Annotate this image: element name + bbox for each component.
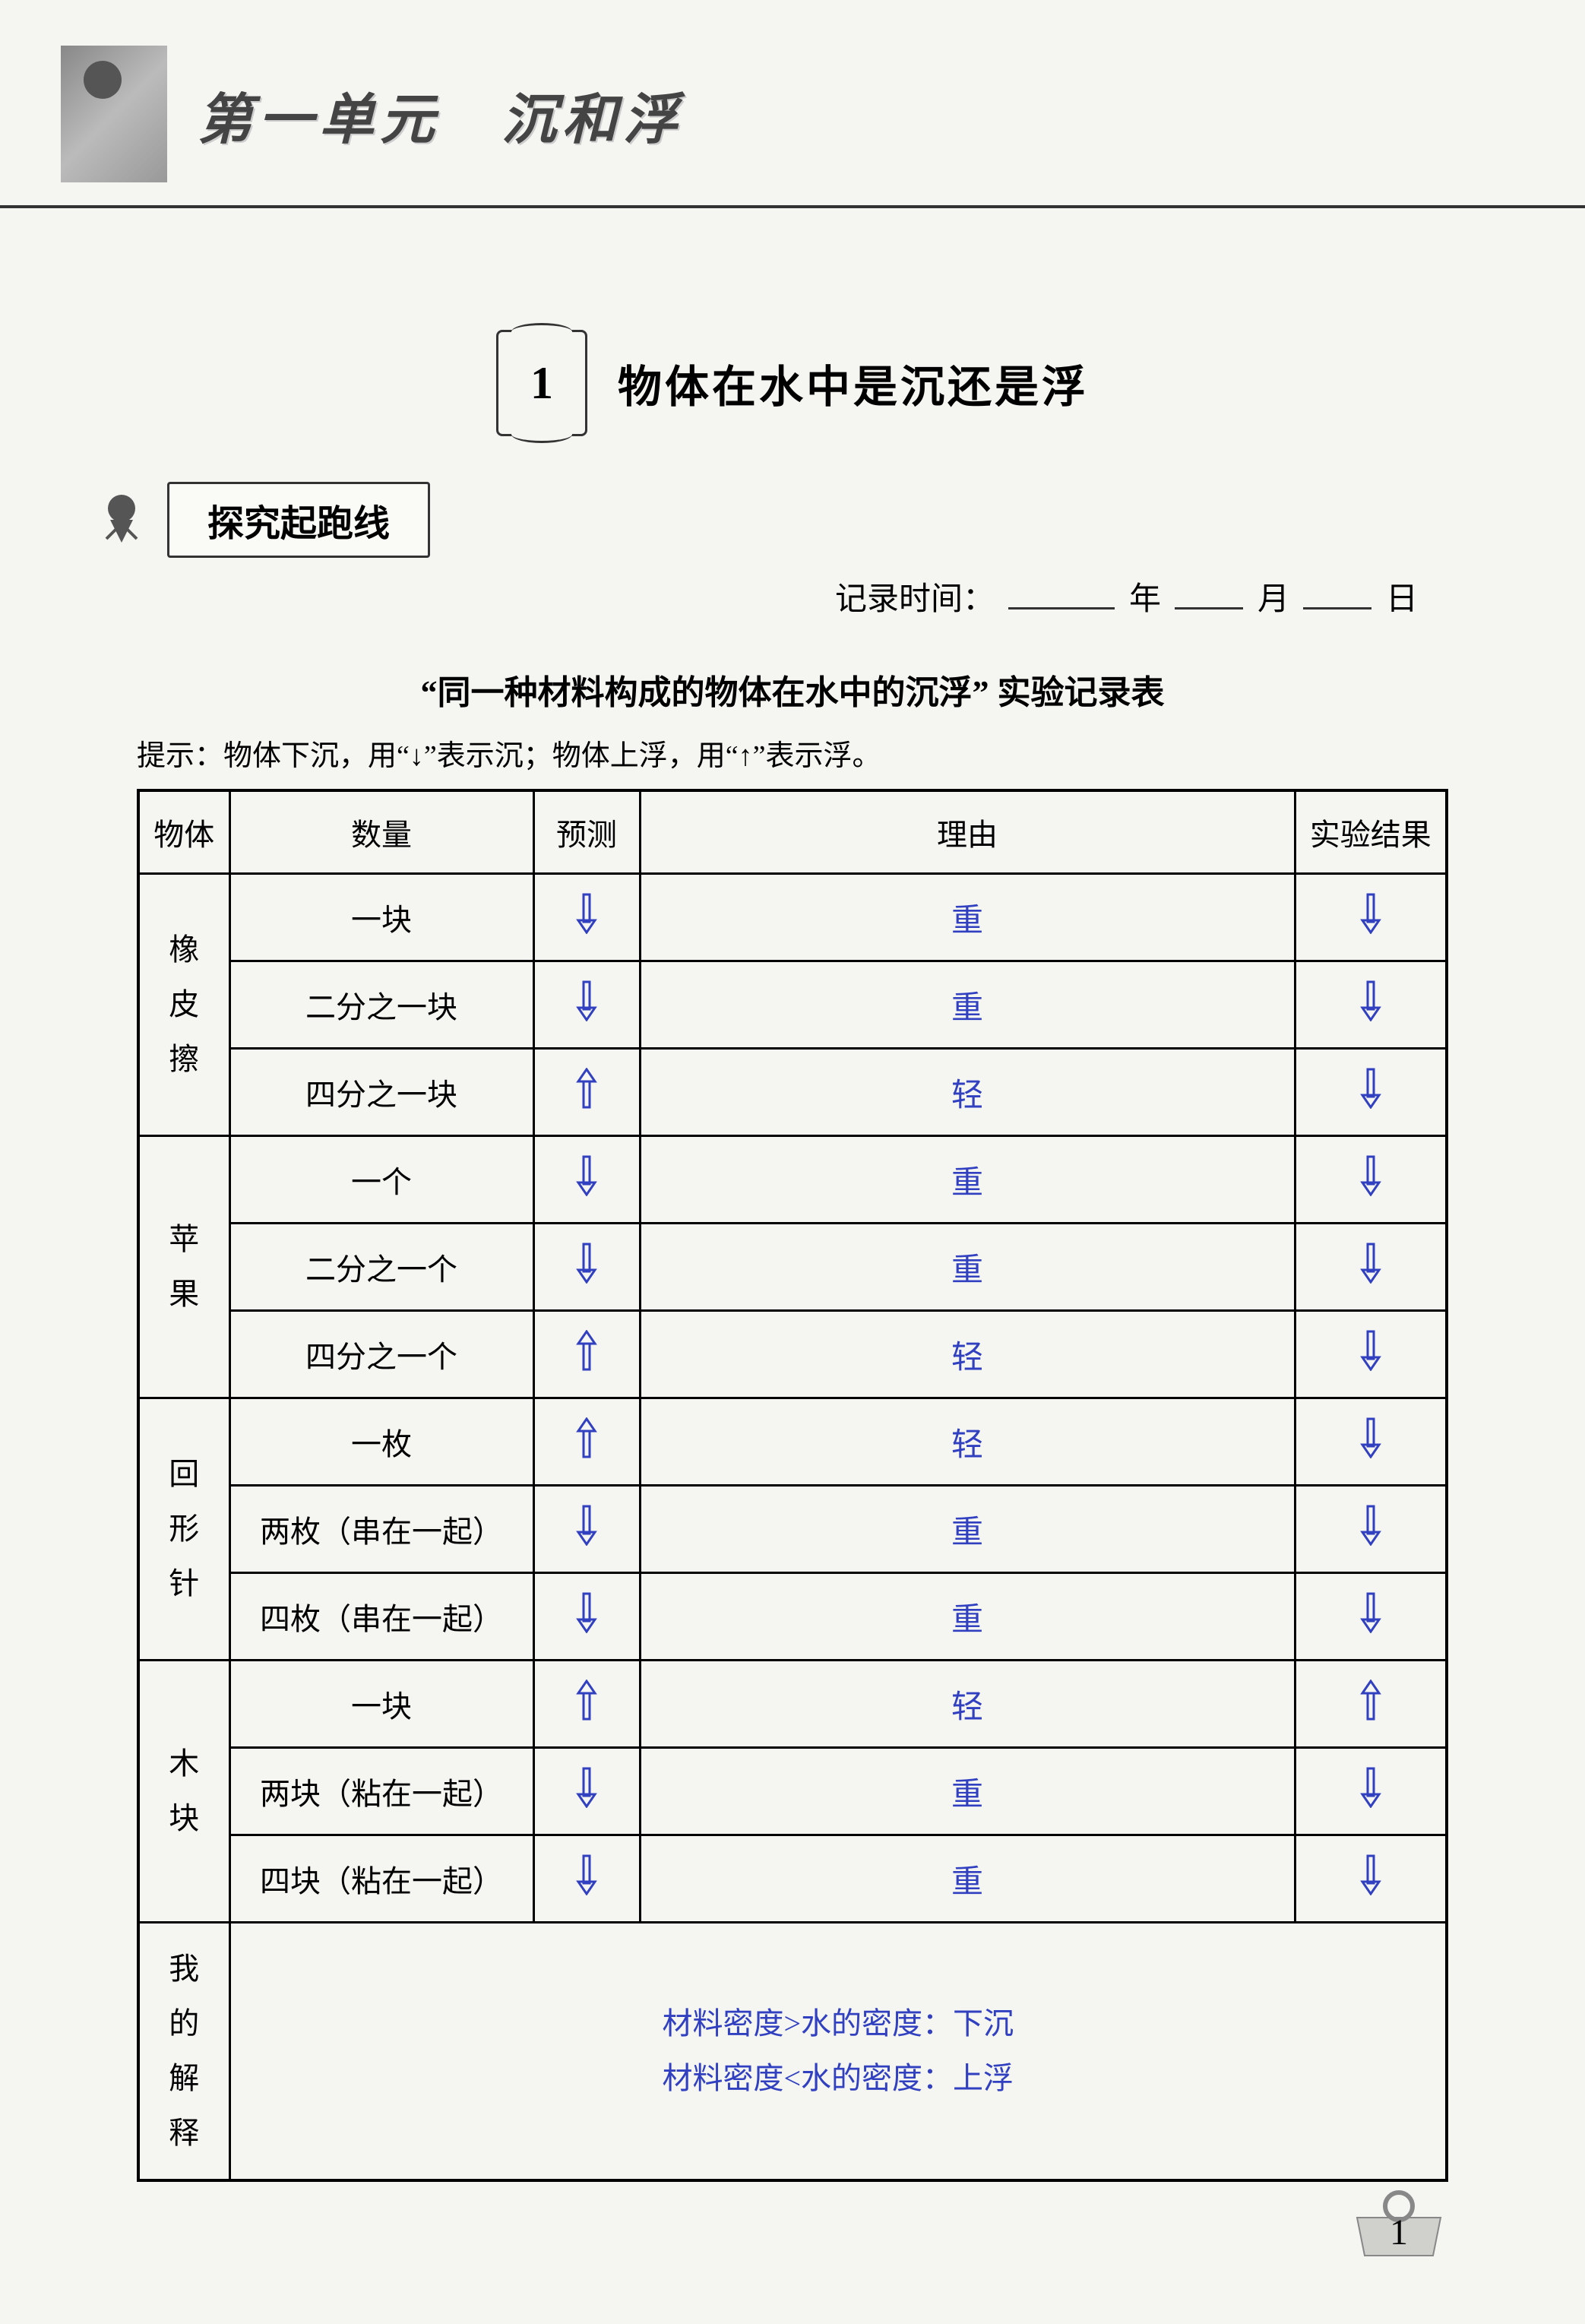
table-row: 四分之一块 轻 bbox=[138, 1049, 1447, 1136]
result-cell bbox=[1295, 1049, 1447, 1136]
reason-cell: 重 bbox=[640, 961, 1295, 1049]
quantity-cell: 四枚（串在一起） bbox=[229, 1573, 533, 1661]
month-label: 月 bbox=[1258, 582, 1289, 617]
table-title: “同一种材料构成的物体在水中的沉浮” 实验记录表 bbox=[137, 665, 1448, 714]
year-blank[interactable] bbox=[1008, 607, 1115, 609]
prediction-cell bbox=[533, 1136, 640, 1224]
quantity-cell: 一块 bbox=[229, 1661, 533, 1748]
reason-cell: 重 bbox=[640, 1748, 1295, 1835]
subheader-row: 探究起跑线 bbox=[91, 482, 1448, 558]
prediction-cell bbox=[533, 1398, 640, 1486]
date-row: 记录时间： 年 月 日 bbox=[137, 573, 1418, 619]
quantity-cell: 二分之一块 bbox=[229, 961, 533, 1049]
header-thumbnail bbox=[61, 46, 167, 182]
col-quantity: 数量 bbox=[229, 790, 533, 874]
inquiry-start-label: 探究起跑线 bbox=[167, 482, 430, 558]
result-cell bbox=[1295, 1311, 1447, 1398]
date-prefix: 记录时间： bbox=[835, 582, 995, 617]
unit-title: 第一单元 沉和浮 bbox=[198, 74, 684, 154]
quantity-cell: 一块 bbox=[229, 874, 533, 961]
worksheet-page: 第一单元 沉和浮 1 物体在水中是沉还是浮 探究起跑线 记录时间： bbox=[0, 0, 1585, 2324]
day-label: 日 bbox=[1386, 582, 1418, 617]
col-object: 物体 bbox=[138, 790, 229, 874]
result-cell bbox=[1295, 1661, 1447, 1748]
prediction-cell bbox=[533, 1573, 640, 1661]
reason-cell: 重 bbox=[640, 1486, 1295, 1573]
quantity-cell: 一枚 bbox=[229, 1398, 533, 1486]
table-row: 橡皮擦一块重 bbox=[138, 874, 1447, 961]
result-cell bbox=[1295, 1136, 1447, 1224]
object-cell: 回形针 bbox=[138, 1398, 229, 1661]
result-cell bbox=[1295, 1748, 1447, 1835]
col-result: 实验结果 bbox=[1295, 790, 1447, 874]
prediction-cell bbox=[533, 1049, 640, 1136]
reason-cell: 轻 bbox=[640, 1398, 1295, 1486]
year-label: 年 bbox=[1129, 582, 1161, 617]
result-cell bbox=[1295, 1486, 1447, 1573]
result-cell bbox=[1295, 1224, 1447, 1311]
reason-cell: 轻 bbox=[640, 1661, 1295, 1748]
section-number: 1 bbox=[530, 357, 553, 410]
page-number-badge: 1 bbox=[1349, 2180, 1448, 2263]
result-cell bbox=[1295, 1398, 1447, 1486]
reason-cell: 重 bbox=[640, 1136, 1295, 1224]
quantity-cell: 一个 bbox=[229, 1136, 533, 1224]
table-row: 回形针一枚轻 bbox=[138, 1398, 1447, 1486]
object-cell: 苹果 bbox=[138, 1136, 229, 1398]
reason-cell: 重 bbox=[640, 1224, 1295, 1311]
table-header-row: 物体 数量 预测 理由 实验结果 bbox=[138, 790, 1447, 874]
table-row: 四分之一个 轻 bbox=[138, 1311, 1447, 1398]
prediction-cell bbox=[533, 1748, 640, 1835]
result-cell bbox=[1295, 1573, 1447, 1661]
explain-row: 我的解释 材料密度>水的密度：下沉材料密度<水的密度：上浮 bbox=[138, 1923, 1447, 2181]
reason-cell: 重 bbox=[640, 874, 1295, 961]
quantity-cell: 四分之一块 bbox=[229, 1049, 533, 1136]
table-row: 两枚（串在一起） 重 bbox=[138, 1486, 1447, 1573]
section-title-row: 1 物体在水中是沉还是浮 bbox=[137, 330, 1448, 436]
result-cell bbox=[1295, 1835, 1447, 1923]
table-row: 二分之一块 重 bbox=[138, 961, 1447, 1049]
quantity-cell: 四块（粘在一起） bbox=[229, 1835, 533, 1923]
quantity-cell: 四分之一个 bbox=[229, 1311, 533, 1398]
prediction-cell bbox=[533, 1224, 640, 1311]
result-cell bbox=[1295, 874, 1447, 961]
explain-text: 材料密度>水的密度：下沉材料密度<水的密度：上浮 bbox=[229, 1923, 1447, 2181]
page-number: 1 bbox=[1390, 2212, 1408, 2253]
table-row: 两块（粘在一起） 重 bbox=[138, 1748, 1447, 1835]
table-row: 苹果一个重 bbox=[138, 1136, 1447, 1224]
reason-cell: 轻 bbox=[640, 1049, 1295, 1136]
content-area: 1 物体在水中是沉还是浮 探究起跑线 记录时间： 年 月 日 bbox=[0, 208, 1585, 2182]
prediction-cell bbox=[533, 1835, 640, 1923]
reason-cell: 重 bbox=[640, 1835, 1295, 1923]
quantity-cell: 两枚（串在一起） bbox=[229, 1486, 533, 1573]
section-title: 物体在水中是沉还是浮 bbox=[618, 351, 1089, 415]
prediction-cell bbox=[533, 961, 640, 1049]
month-blank[interactable] bbox=[1175, 607, 1243, 609]
page-header: 第一单元 沉和浮 bbox=[0, 0, 1585, 205]
day-blank[interactable] bbox=[1303, 607, 1371, 609]
quantity-cell: 两块（粘在一起） bbox=[229, 1748, 533, 1835]
col-reason: 理由 bbox=[640, 790, 1295, 874]
explain-label: 我的解释 bbox=[138, 1923, 229, 2181]
mascot-icon bbox=[91, 489, 152, 550]
prediction-cell bbox=[533, 1311, 640, 1398]
table-row: 四块（粘在一起） 重 bbox=[138, 1835, 1447, 1923]
prediction-cell bbox=[533, 1486, 640, 1573]
col-prediction: 预测 bbox=[533, 790, 640, 874]
section-number-badge: 1 bbox=[496, 330, 587, 436]
table-row: 木块一块轻 bbox=[138, 1661, 1447, 1748]
result-cell bbox=[1295, 961, 1447, 1049]
object-cell: 橡皮擦 bbox=[138, 874, 229, 1136]
object-cell: 木块 bbox=[138, 1661, 229, 1923]
table-row: 二分之一个 重 bbox=[138, 1224, 1447, 1311]
experiment-table: 物体 数量 预测 理由 实验结果 橡皮擦一块重二分之一块重四分之一块轻苹果一个重… bbox=[137, 789, 1448, 2182]
reason-cell: 轻 bbox=[640, 1311, 1295, 1398]
prediction-cell bbox=[533, 1661, 640, 1748]
quantity-cell: 二分之一个 bbox=[229, 1224, 533, 1311]
prediction-cell bbox=[533, 874, 640, 961]
reason-cell: 重 bbox=[640, 1573, 1295, 1661]
table-row: 四枚（串在一起） 重 bbox=[138, 1573, 1447, 1661]
table-hint: 提示：物体下沉，用“↓”表示沉；物体上浮，用“↑”表示浮。 bbox=[137, 732, 1448, 774]
